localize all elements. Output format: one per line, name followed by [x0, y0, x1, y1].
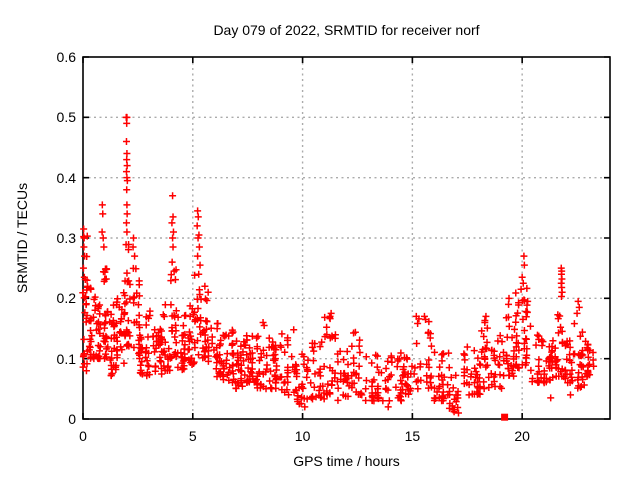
chart-title: Day 079 of 2022, SRMTID for receiver nor…	[213, 22, 480, 38]
x-tick-label: 10	[294, 428, 311, 444]
x-tick-label: 0	[79, 428, 87, 444]
x-tick-label: 15	[404, 428, 421, 444]
y-tick-label: 0.6	[56, 49, 76, 65]
y-tick-label: 0.4	[56, 169, 76, 186]
y-tick-label: 0.3	[56, 230, 76, 246]
x-axis-label: GPS time / hours	[293, 453, 400, 469]
x-tick-label: 5	[188, 428, 197, 444]
y-tick-label: 0.2	[56, 290, 76, 307]
x-tick-label: 20	[514, 428, 530, 444]
y-tick-label: 0	[68, 411, 76, 427]
y-tick-label: 0.5	[56, 109, 76, 126]
y-tick-label: 0.1	[56, 350, 76, 367]
